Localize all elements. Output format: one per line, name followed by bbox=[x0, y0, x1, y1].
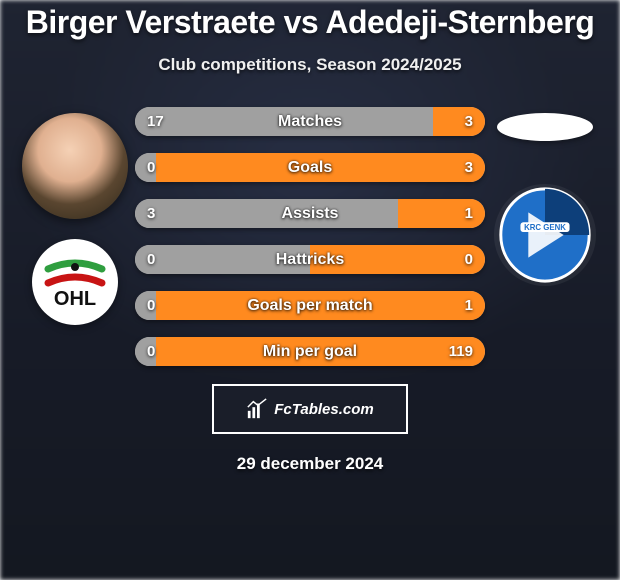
bar-fill-left bbox=[135, 153, 156, 182]
svg-text:OHL: OHL bbox=[54, 288, 96, 310]
player-left-avatar bbox=[22, 113, 128, 219]
svg-text:KRC GENK: KRC GENK bbox=[524, 223, 566, 232]
stat-bar: Matches173 bbox=[135, 107, 485, 136]
chart-icon bbox=[246, 398, 268, 420]
genk-logo-icon: KRC GENK bbox=[491, 181, 599, 289]
subtitle: Club competitions, Season 2024/2025 bbox=[158, 55, 461, 75]
bar-fill-left bbox=[135, 291, 156, 320]
date-label: 29 december 2024 bbox=[237, 454, 384, 474]
bar-fill-left bbox=[135, 245, 310, 274]
bar-fill-right bbox=[156, 153, 485, 182]
page-title: Birger Verstraete vs Adedeji-Sternberg bbox=[26, 4, 594, 41]
left-player-column: OHL bbox=[15, 107, 135, 325]
bar-fill-left bbox=[135, 199, 398, 228]
bar-fill-left bbox=[135, 337, 156, 366]
footer-attribution: FcTables.com bbox=[212, 384, 408, 434]
stat-bars: Matches173 Goals03 Assists31 Hattricks00 Goa… bbox=[135, 107, 485, 366]
bar-fill-right bbox=[398, 199, 486, 228]
bar-fill-right bbox=[433, 107, 486, 136]
footer-label: FcTables.com bbox=[274, 401, 373, 418]
stat-bar: Hattricks00 bbox=[135, 245, 485, 274]
comparison-row: OHL Matches173 Goals03 Assists31 Hattricks0… bbox=[0, 107, 620, 366]
right-player-column: KRC GENK bbox=[485, 107, 605, 289]
player-right-avatar bbox=[497, 113, 593, 141]
bar-fill-right bbox=[156, 291, 485, 320]
bar-fill-right bbox=[310, 245, 485, 274]
club-left-badge: OHL bbox=[32, 239, 118, 325]
stat-bar: Goals per match01 bbox=[135, 291, 485, 320]
ohl-logo-icon: OHL bbox=[40, 247, 110, 317]
bar-fill-left bbox=[135, 107, 433, 136]
stat-bar: Goals03 bbox=[135, 153, 485, 182]
stat-bar: Assists31 bbox=[135, 199, 485, 228]
club-right-badge: KRC GENK bbox=[491, 181, 599, 289]
bar-fill-right bbox=[156, 337, 485, 366]
stat-bar: Min per goal0119 bbox=[135, 337, 485, 366]
